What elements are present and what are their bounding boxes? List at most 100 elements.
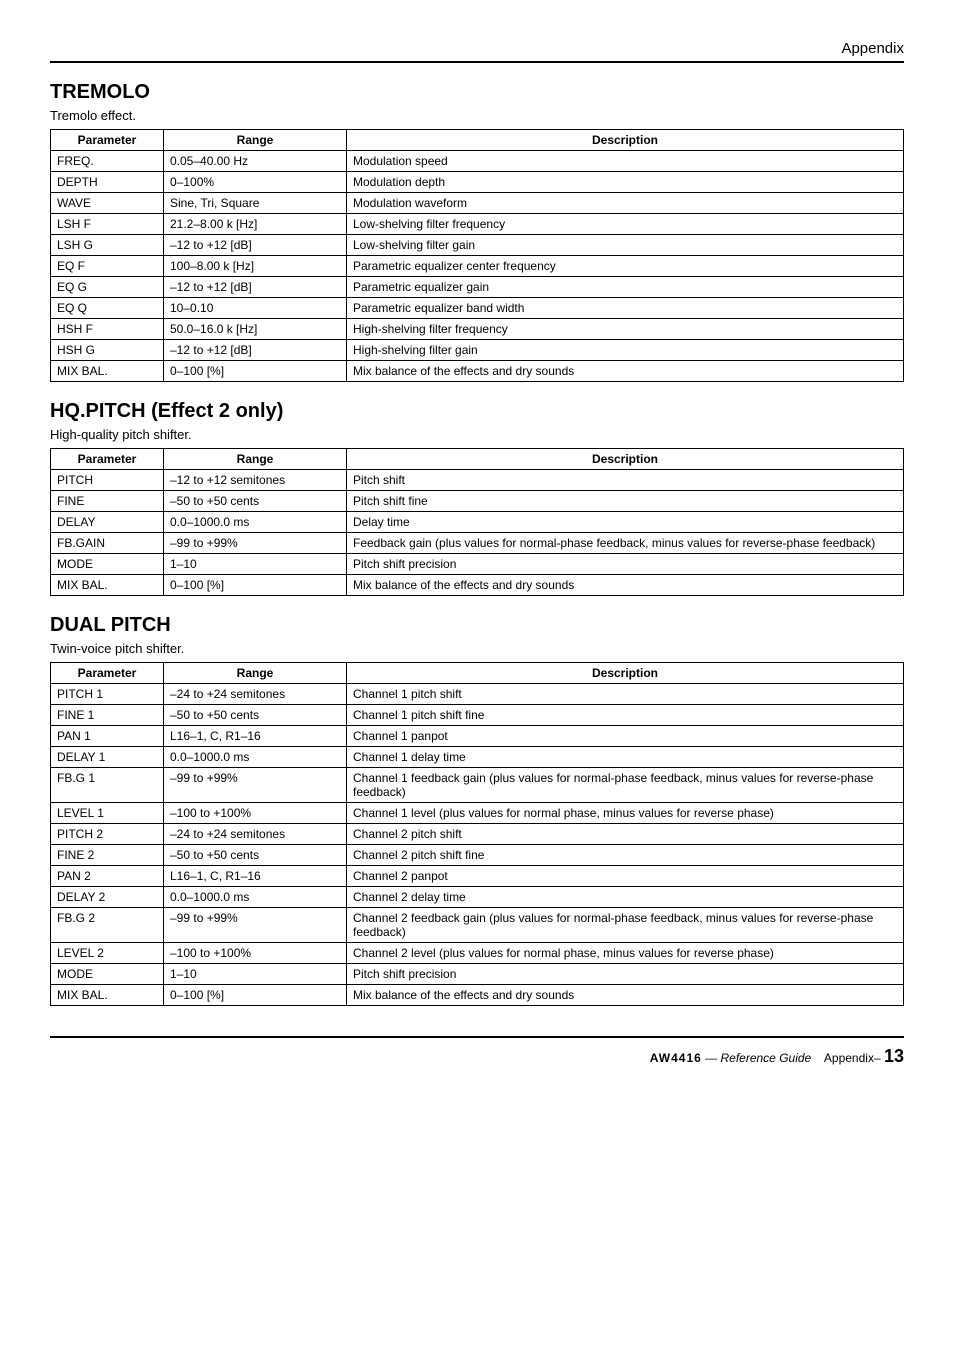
table-cell: EQ G	[51, 277, 164, 298]
table-cell: Low-shelving filter gain	[347, 235, 904, 256]
table-cell: Pitch shift precision	[347, 964, 904, 985]
table-cell: LSH F	[51, 214, 164, 235]
table-row: LEVEL 1–100 to +100%Channel 1 level (plu…	[51, 803, 904, 824]
table-cell: Channel 2 feedback gain (plus values for…	[347, 908, 904, 943]
table-cell: EQ Q	[51, 298, 164, 319]
table-row: FB.G 2–99 to +99%Channel 2 feedback gain…	[51, 908, 904, 943]
table-cell: PITCH 1	[51, 684, 164, 705]
table-cell: MIX BAL.	[51, 361, 164, 382]
table-cell: Feedback gain (plus values for normal-ph…	[347, 533, 904, 554]
table-row: LSH G–12 to +12 [dB]Low-shelving filter …	[51, 235, 904, 256]
table-cell: FINE 2	[51, 845, 164, 866]
footer-logo: AW4416	[650, 1051, 702, 1065]
table-header-cell: Parameter	[51, 449, 164, 470]
table-row: EQ F100–8.00 k [Hz]Parametric equalizer …	[51, 256, 904, 277]
table-cell: –24 to +24 semitones	[164, 684, 347, 705]
table-row: DELAY0.0–1000.0 msDelay time	[51, 512, 904, 533]
table-cell: LSH G	[51, 235, 164, 256]
table-row: HSH G–12 to +12 [dB]High-shelving filter…	[51, 340, 904, 361]
table-cell: PITCH 2	[51, 824, 164, 845]
table-row: FB.GAIN–99 to +99%Feedback gain (plus va…	[51, 533, 904, 554]
table-cell: Channel 2 delay time	[347, 887, 904, 908]
table-cell: FINE 1	[51, 705, 164, 726]
table-cell: LEVEL 1	[51, 803, 164, 824]
table-cell: DELAY 1	[51, 747, 164, 768]
params-table: ParameterRangeDescriptionPITCH–12 to +12…	[50, 448, 904, 596]
table-cell: 0.05–40.00 Hz	[164, 151, 347, 172]
section-header-text: Appendix	[841, 40, 904, 57]
table-cell: 21.2–8.00 k [Hz]	[164, 214, 347, 235]
table-cell: FB.GAIN	[51, 533, 164, 554]
table-row: MIX BAL.0–100 [%]Mix balance of the effe…	[51, 985, 904, 1006]
table-header-cell: Range	[164, 130, 347, 151]
table-cell: FREQ.	[51, 151, 164, 172]
table-cell: 0.0–1000.0 ms	[164, 747, 347, 768]
table-cell: Channel 2 panpot	[347, 866, 904, 887]
table-cell: HSH G	[51, 340, 164, 361]
table-header-cell: Range	[164, 663, 347, 684]
table-cell: 0–100 [%]	[164, 575, 347, 596]
table-cell: EQ F	[51, 256, 164, 277]
table-cell: –99 to +99%	[164, 768, 347, 803]
table-row: LSH F21.2–8.00 k [Hz]Low-shelving filter…	[51, 214, 904, 235]
table-cell: Channel 1 pitch shift fine	[347, 705, 904, 726]
params-table: ParameterRangeDescriptionPITCH 1–24 to +…	[50, 662, 904, 1006]
table-cell: Modulation waveform	[347, 193, 904, 214]
table-cell: L16–1, C, R1–16	[164, 726, 347, 747]
table-cell: Pitch shift	[347, 470, 904, 491]
table-cell: –100 to +100%	[164, 803, 347, 824]
table-cell: Mix balance of the effects and dry sound…	[347, 361, 904, 382]
table-cell: Channel 1 panpot	[347, 726, 904, 747]
table-cell: Mix balance of the effects and dry sound…	[347, 985, 904, 1006]
table-cell: 0–100%	[164, 172, 347, 193]
table-header-cell: Range	[164, 449, 347, 470]
table-cell: Parametric equalizer center frequency	[347, 256, 904, 277]
table-cell: High-shelving filter frequency	[347, 319, 904, 340]
table-cell: Modulation speed	[347, 151, 904, 172]
table-header-cell: Parameter	[51, 663, 164, 684]
table-cell: 0–100 [%]	[164, 361, 347, 382]
table-cell: Pitch shift precision	[347, 554, 904, 575]
table-row: PITCH 1–24 to +24 semitonesChannel 1 pit…	[51, 684, 904, 705]
table-cell: DELAY 2	[51, 887, 164, 908]
table-cell: FINE	[51, 491, 164, 512]
table-cell: Mix balance of the effects and dry sound…	[347, 575, 904, 596]
table-row: DEPTH0–100%Modulation depth	[51, 172, 904, 193]
table-cell: PAN 2	[51, 866, 164, 887]
table-row: HSH F50.0–16.0 k [Hz]High-shelving filte…	[51, 319, 904, 340]
table-cell: Channel 2 pitch shift fine	[347, 845, 904, 866]
table-cell: HSH F	[51, 319, 164, 340]
table-cell: Channel 1 level (plus values for normal …	[347, 803, 904, 824]
table-row: MIX BAL.0–100 [%]Mix balance of the effe…	[51, 575, 904, 596]
table-header-row: ParameterRangeDescription	[51, 663, 904, 684]
effect-subtitle: High-quality pitch shifter.	[50, 427, 904, 442]
section-header: Appendix	[50, 40, 904, 63]
table-cell: WAVE	[51, 193, 164, 214]
table-cell: 0.0–1000.0 ms	[164, 887, 347, 908]
table-cell: MODE	[51, 554, 164, 575]
table-cell: Channel 1 feedback gain (plus values for…	[347, 768, 904, 803]
table-cell: L16–1, C, R1–16	[164, 866, 347, 887]
table-row: FREQ.0.05–40.00 HzModulation speed	[51, 151, 904, 172]
table-cell: PITCH	[51, 470, 164, 491]
table-cell: MIX BAL.	[51, 575, 164, 596]
table-cell: –12 to +12 [dB]	[164, 340, 347, 361]
table-cell: –99 to +99%	[164, 908, 347, 943]
footer-page-number: 13	[884, 1046, 904, 1066]
table-cell: 1–10	[164, 964, 347, 985]
table-cell: 1–10	[164, 554, 347, 575]
table-cell: –50 to +50 cents	[164, 705, 347, 726]
table-cell: Parametric equalizer band width	[347, 298, 904, 319]
table-cell: Channel 2 pitch shift	[347, 824, 904, 845]
table-cell: –12 to +12 semitones	[164, 470, 347, 491]
effect-subtitle: Twin-voice pitch shifter.	[50, 641, 904, 656]
table-row: FINE 2–50 to +50 centsChannel 2 pitch sh…	[51, 845, 904, 866]
table-cell: MIX BAL.	[51, 985, 164, 1006]
table-cell: 0.0–1000.0 ms	[164, 512, 347, 533]
table-cell: 50.0–16.0 k [Hz]	[164, 319, 347, 340]
footer-ref: — Reference Guide	[705, 1051, 811, 1065]
table-row: DELAY 20.0–1000.0 msChannel 2 delay time	[51, 887, 904, 908]
table-cell: FB.G 1	[51, 768, 164, 803]
table-cell: 100–8.00 k [Hz]	[164, 256, 347, 277]
table-cell: Modulation depth	[347, 172, 904, 193]
